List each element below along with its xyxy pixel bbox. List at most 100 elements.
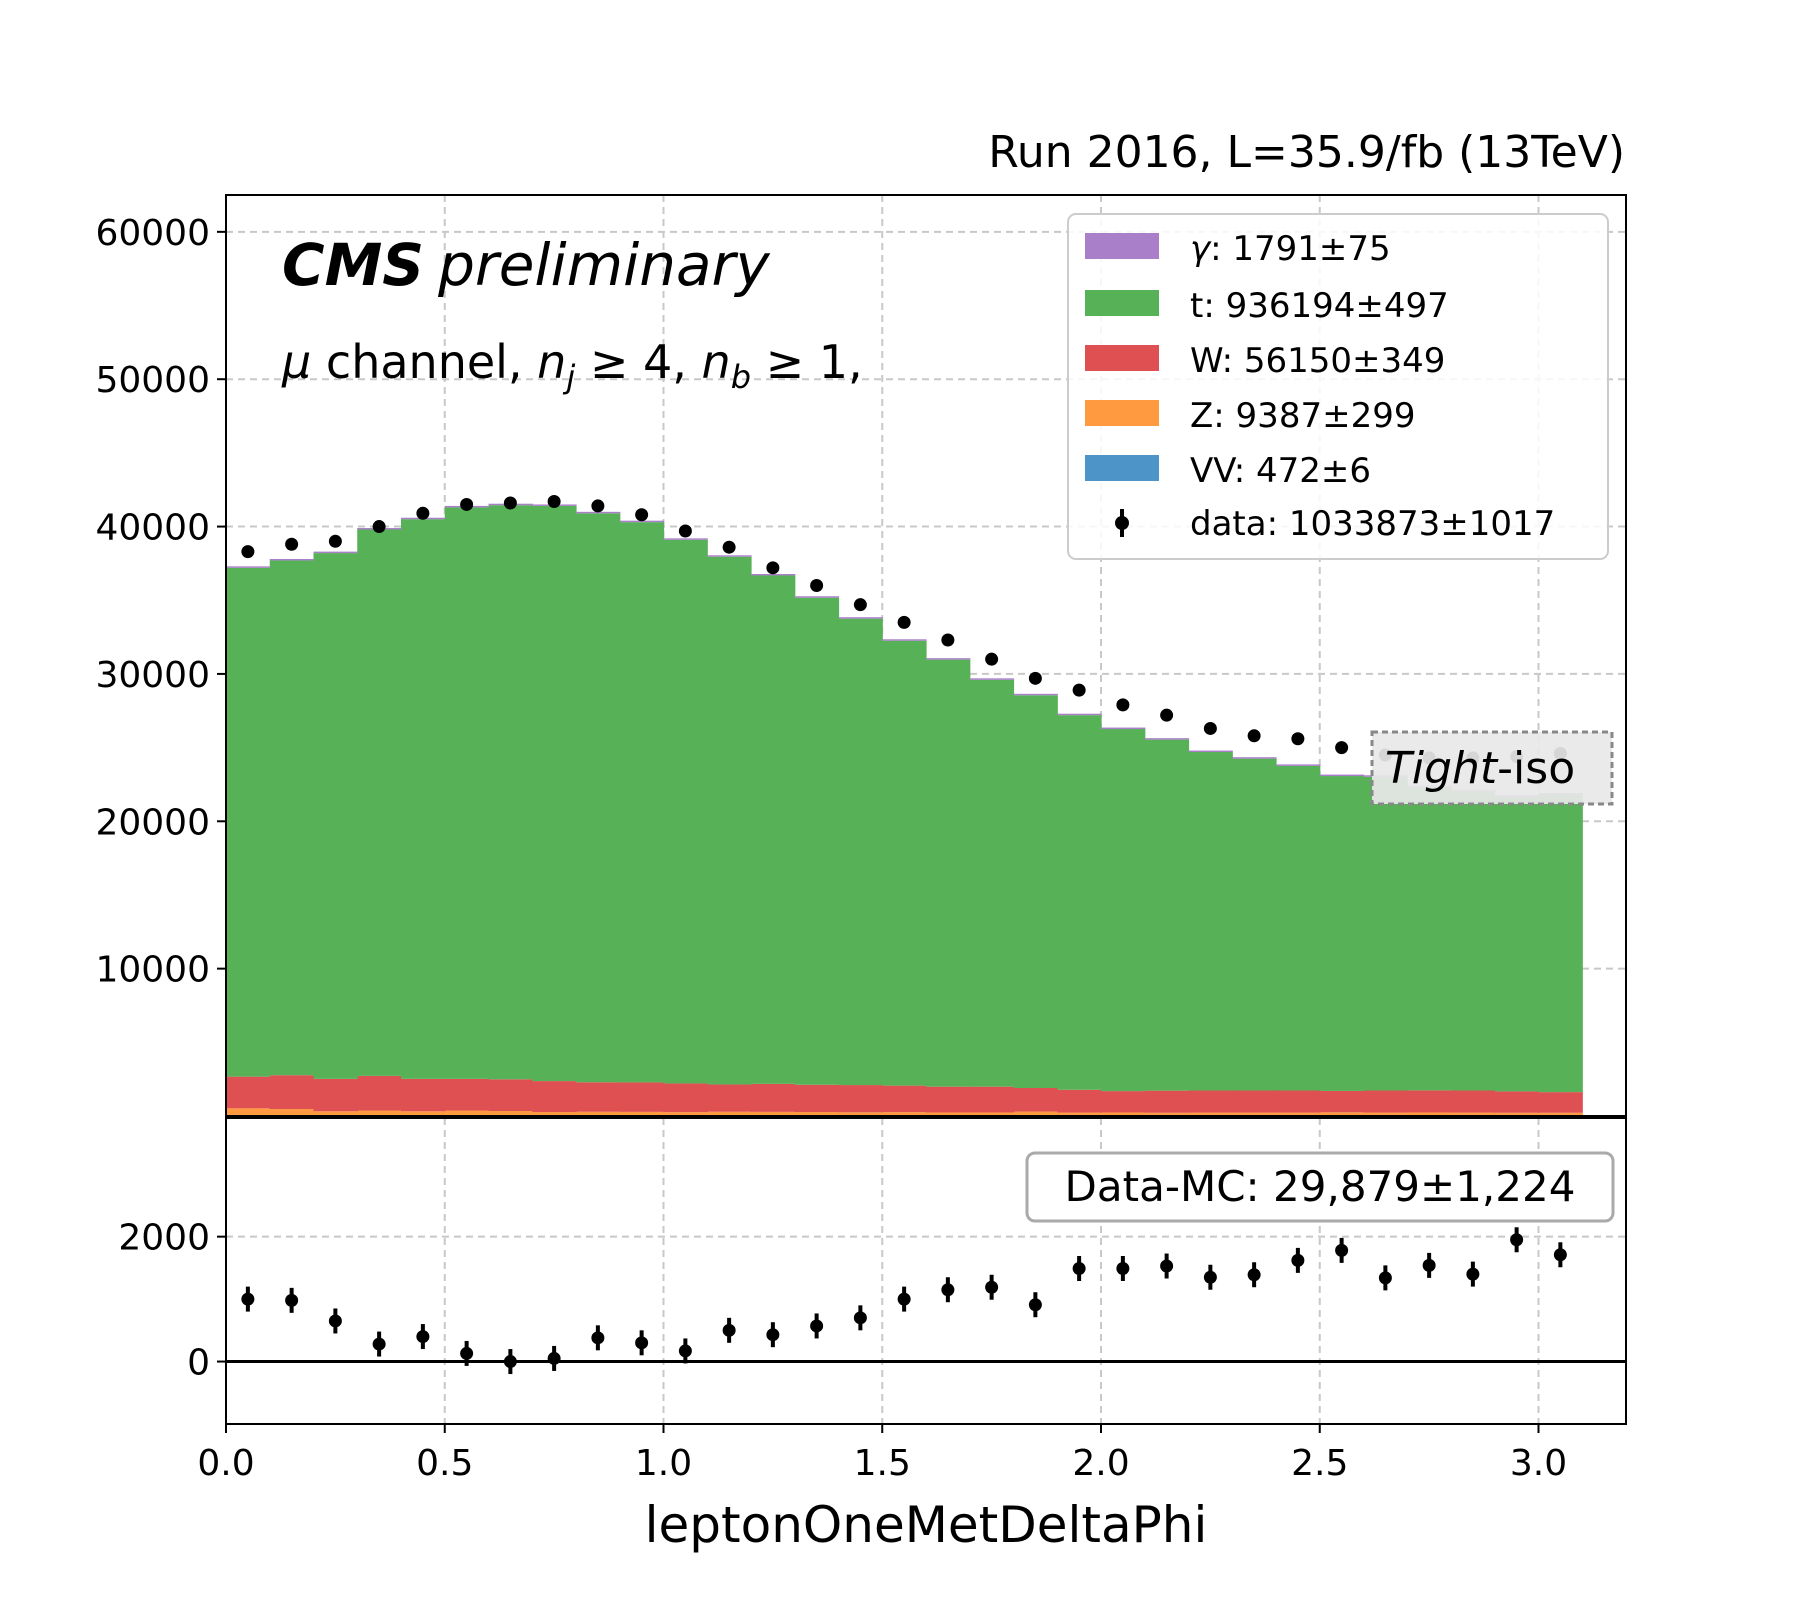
legend-label-w: W: 56150±349 (1190, 341, 1445, 381)
legend-label-data: data: 1033873±1017 (1190, 504, 1555, 544)
ratio-data-point (1160, 1259, 1174, 1273)
bar-t (1407, 786, 1452, 1091)
ratio-data-point (416, 1330, 430, 1344)
main-y-tick-label: 50000 (95, 360, 210, 401)
main-panel-frame (225, 194, 1627, 1117)
bar-t (1013, 695, 1058, 1089)
ratio-data-point (1466, 1267, 1480, 1281)
cms-bold: CMS (282, 231, 424, 299)
ratio-data-point (985, 1280, 999, 1294)
bar-Z (1144, 1112, 1190, 1116)
bar-Z (1538, 1112, 1583, 1116)
data-point (285, 537, 299, 551)
bar-γ (751, 574, 796, 576)
ratio-badge: Data-MC: 29,879±1,224 (1025, 1151, 1615, 1223)
iso-text: -iso (1497, 743, 1575, 794)
ratio-data-point (1028, 1298, 1042, 1312)
bar-t (357, 529, 402, 1076)
bar-W (838, 1085, 883, 1113)
main-y-tick-label: 60000 (95, 213, 210, 254)
ratio-data-point (1203, 1270, 1217, 1284)
bar-t (1101, 729, 1146, 1092)
bar-Z (357, 1110, 402, 1116)
data-point (1203, 721, 1217, 735)
bar-γ (707, 555, 752, 557)
bar-Z (1494, 1112, 1540, 1116)
bar-W (794, 1084, 840, 1113)
bar-t (663, 539, 708, 1084)
tight-iso-badge-text: Tight-iso (1385, 743, 1575, 794)
legend-label-gamma: γ: 1791±75 (1190, 229, 1391, 269)
bar-γ (1319, 774, 1365, 777)
bar-W (532, 1081, 577, 1113)
channel-label: μ channel, nj ≥ 4, nb ≥ 1, (281, 335, 863, 396)
bar-Z (532, 1112, 577, 1116)
bar-W (1494, 1091, 1540, 1113)
bar-t (576, 513, 621, 1083)
data-point (547, 495, 561, 509)
bar-W (313, 1078, 358, 1112)
bar-W (1144, 1090, 1190, 1113)
x-tick-label: 2.5 (1291, 1443, 1348, 1484)
bar-t (926, 659, 971, 1087)
bar-γ (969, 678, 1015, 680)
bar-W (969, 1086, 1015, 1113)
cms-preliminary: preliminary (437, 231, 770, 299)
tight-italic: Tight (1385, 743, 1499, 794)
bar-t (488, 505, 533, 1080)
ratio-data-point (1378, 1271, 1392, 1285)
bar-Z (444, 1110, 490, 1116)
legend-gamma-count: : 1791±75 (1210, 229, 1391, 269)
data-point (985, 652, 999, 666)
bar-Z (707, 1111, 752, 1116)
bar-t (1494, 796, 1540, 1092)
bar-Z (794, 1112, 840, 1116)
bar-Z (488, 1110, 533, 1116)
legend-swatch-vv (1085, 455, 1159, 481)
bar-Z (969, 1112, 1015, 1116)
data-point (678, 524, 692, 538)
ratio-badge-box (1025, 1151, 1615, 1223)
bar-γ (576, 511, 621, 514)
data-point (1028, 671, 1042, 685)
bar-t (1319, 776, 1365, 1091)
ratio-data-point (897, 1292, 911, 1306)
bar-Z (1101, 1112, 1146, 1116)
data-point (1116, 698, 1130, 712)
bar-Z (1451, 1112, 1496, 1116)
bar-Z (226, 1108, 271, 1116)
x-tick-label: 1.5 (854, 1443, 911, 1484)
data-point (241, 545, 255, 559)
data-point (722, 540, 736, 554)
bar-t (1363, 776, 1408, 1091)
bar-W (1319, 1090, 1365, 1113)
bar-W (751, 1083, 796, 1112)
ratio-data-point (853, 1311, 867, 1325)
bar-Z (1057, 1112, 1102, 1116)
x-tick-label: 3.0 (1510, 1443, 1567, 1484)
ratio-data-point (1072, 1262, 1086, 1276)
data-point (897, 615, 911, 629)
bar-γ (926, 658, 971, 660)
ratio-data-points (241, 1227, 1567, 1375)
channel-geq4: ≥ 4, (575, 335, 701, 389)
bar-t (794, 597, 840, 1085)
x-tick-label: 2.0 (1072, 1443, 1129, 1484)
bar-γ (794, 596, 840, 598)
ratio-data-point (285, 1293, 299, 1307)
bar-W (1407, 1090, 1452, 1113)
channel-nb: n (702, 335, 731, 389)
legend-swatch-gamma (1085, 233, 1159, 259)
x-axis-ticks: 0.0 0.5 1.0 1.5 2.0 2.5 3.0 (197, 1424, 1567, 1484)
header-run-info: Run 2016, L=35.9/fb (13TeV) (988, 127, 1625, 178)
bar-t (969, 679, 1015, 1087)
ratio-data-point (241, 1292, 255, 1306)
data-point (1291, 732, 1305, 746)
bar-Z (926, 1112, 971, 1116)
bar-t (1538, 794, 1583, 1093)
ratio-data-point (635, 1336, 649, 1350)
bar-W (882, 1085, 927, 1113)
bar-t (707, 556, 752, 1085)
data-point (503, 496, 517, 510)
bar-W (1538, 1092, 1583, 1113)
